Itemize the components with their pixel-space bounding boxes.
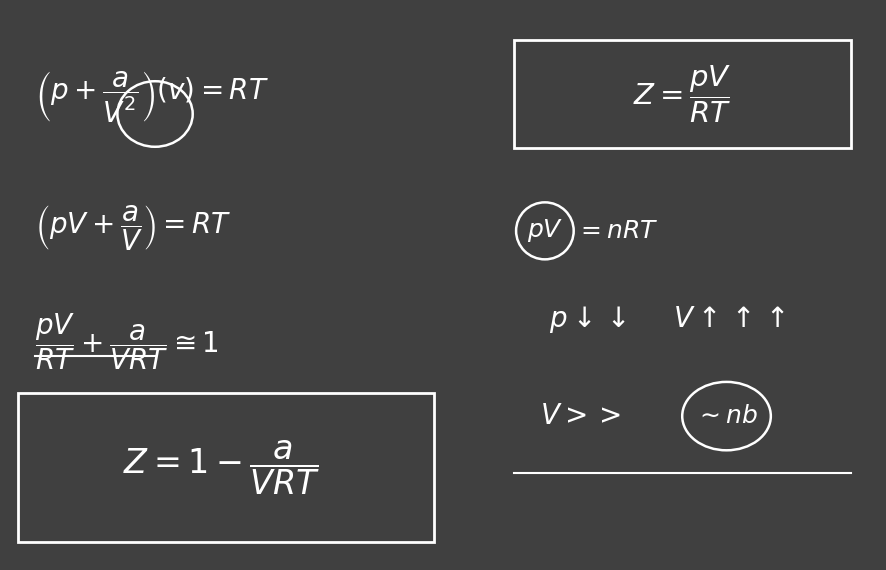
Text: ${\sim}nb$: ${\sim}nb$ [695, 404, 758, 428]
Text: $p{\downarrow}{\downarrow}$: $p{\downarrow}{\downarrow}$ [549, 304, 626, 335]
Text: $= nRT$: $= nRT$ [576, 219, 658, 243]
Text: $Z = 1 - \dfrac{a}{VRT}$: $Z = 1 - \dfrac{a}{VRT}$ [123, 438, 320, 496]
Text: $\dfrac{pV}{RT} + \dfrac{a}{VRT} \cong 1$: $\dfrac{pV}{RT} + \dfrac{a}{VRT} \cong 1… [35, 312, 220, 372]
Text: $V{\uparrow}{\uparrow}{\uparrow}$: $V{\uparrow}{\uparrow}{\uparrow}$ [673, 305, 785, 333]
Text: $V >>$: $V >>$ [540, 402, 621, 430]
Text: $pV$: $pV$ [526, 217, 563, 245]
Text: $Z = \dfrac{pV}{RT}$: $Z = \dfrac{pV}{RT}$ [633, 63, 732, 125]
Text: $\left( p + \dfrac{a}{V^2} \right)(v) = RT$: $\left( p + \dfrac{a}{V^2} \right)(v) = … [35, 70, 269, 124]
Text: $\left( pV + \dfrac{a}{V} \right) = RT$: $\left( pV + \dfrac{a}{V} \right) = RT$ [35, 203, 232, 253]
